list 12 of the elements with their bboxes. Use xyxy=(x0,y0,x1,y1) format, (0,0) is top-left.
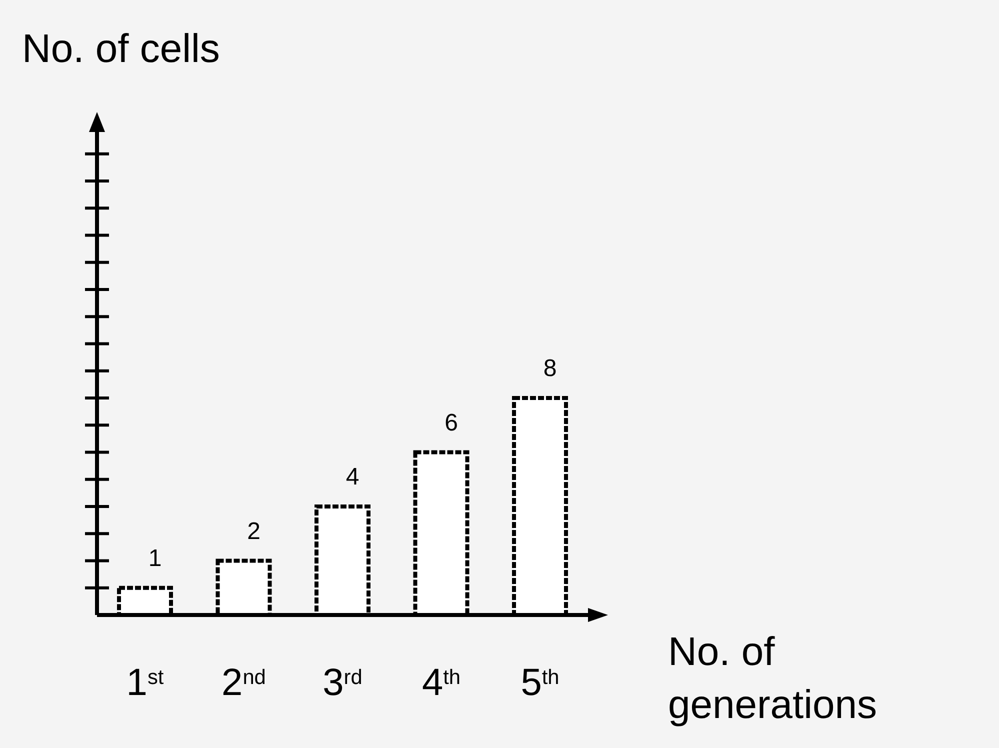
x-axis-title: No. of generations xyxy=(668,630,878,727)
data-label: 6 xyxy=(444,409,458,436)
x-tick-label: 4$^{th}$ xyxy=(422,662,461,704)
data-label: 1 xyxy=(148,544,162,572)
data-label: 4 xyxy=(346,464,360,490)
x-tick-label: 1$^{st}$ xyxy=(126,662,164,704)
x-tick-label: 5$^{th}$ xyxy=(520,662,560,704)
x-tick-label: 2$^{nd}$ xyxy=(222,662,266,704)
data-label: 2 xyxy=(247,518,260,545)
x-tick-label: 3$^{rd}$ xyxy=(322,662,362,704)
data-label: 8 xyxy=(543,355,557,382)
text: No. of cells xyxy=(22,27,220,71)
